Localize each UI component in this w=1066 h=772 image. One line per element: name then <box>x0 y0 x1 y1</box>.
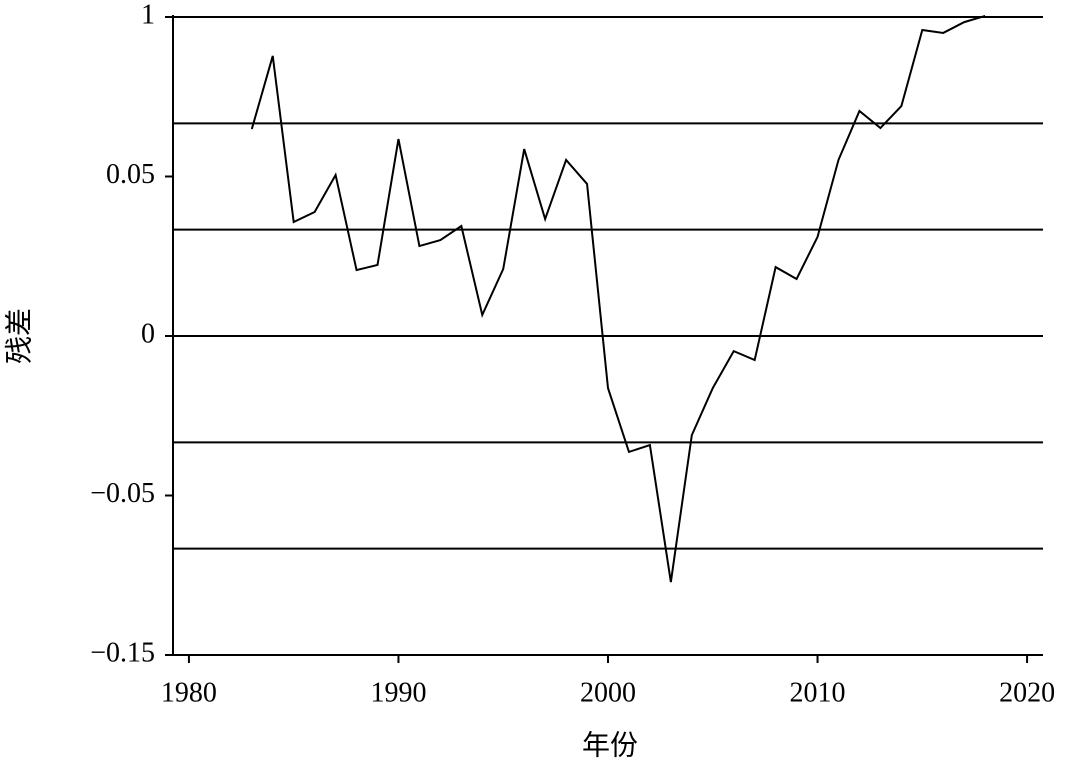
x-axis-label: 年份 <box>582 729 638 761</box>
line <box>250 14 986 583</box>
y-tick-label: −0.05 <box>90 478 155 509</box>
y-axis-label: 残差 <box>3 308 35 364</box>
x-tick-label: 1990 <box>370 677 426 708</box>
y-tick-label: 0 <box>141 318 155 349</box>
x-tick-label: 1980 <box>161 677 217 708</box>
x-tick-label: 2000 <box>580 677 636 708</box>
y-tick-label: 1 <box>141 0 155 30</box>
y-tick-label: 0.05 <box>106 159 155 190</box>
y-tick-label: −0.15 <box>90 637 155 668</box>
x-tick-label: 2020 <box>999 677 1055 708</box>
x-tick-label: 2010 <box>790 677 846 708</box>
